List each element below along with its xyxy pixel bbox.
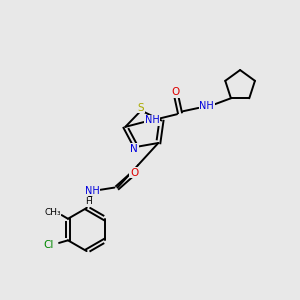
Text: Cl: Cl [44, 240, 54, 250]
Text: O: O [130, 168, 138, 178]
Text: H: H [85, 197, 92, 206]
Text: CH₃: CH₃ [44, 208, 61, 217]
Text: O: O [171, 87, 180, 97]
Text: NH: NH [145, 115, 159, 125]
Text: NH: NH [199, 101, 214, 111]
Text: S: S [138, 103, 144, 112]
Text: NH: NH [85, 185, 100, 196]
Text: N: N [130, 144, 138, 154]
